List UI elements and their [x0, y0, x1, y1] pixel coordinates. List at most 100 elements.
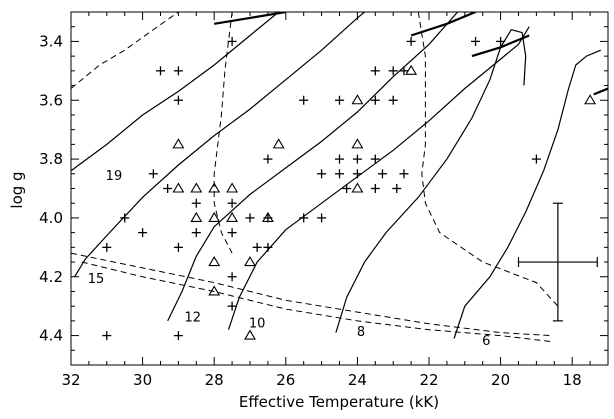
plus-marker [317, 213, 327, 223]
plus-marker [156, 66, 165, 76]
plus-marker [399, 66, 409, 76]
track-label-15: 15 [88, 272, 105, 287]
plus-marker [388, 66, 398, 76]
triangle-marker [190, 182, 203, 193]
triangle-marker [172, 182, 185, 193]
plus-marker [299, 213, 309, 223]
x-tick-label: 32 [61, 371, 80, 389]
plus-marker [317, 169, 327, 179]
plus-marker [148, 169, 158, 179]
x-tick-label: 28 [205, 371, 224, 389]
triangle-marker [208, 182, 221, 193]
plus-marker [399, 169, 409, 179]
track-12 [167, 12, 459, 322]
axis-tick-labels: 19 15 12 10 8 6 32 30 28 26 24 22 20 18 3.4 3.6 3.8 4.0 4.… [39, 32, 582, 389]
isochrone-line-0 [71, 12, 179, 89]
x-tick-label: 24 [348, 371, 367, 389]
plus-marker [471, 36, 481, 46]
track-8 [335, 29, 527, 333]
plus-marker [138, 228, 148, 238]
plus-marker [370, 184, 380, 193]
plus-marker [227, 198, 237, 208]
plus-marker [406, 36, 416, 46]
x-axis-label: Effective Temperature (kK) [239, 393, 439, 411]
plus-marker [163, 184, 173, 193]
triangle-marker [351, 94, 364, 105]
plus-marker [263, 242, 273, 252]
y-tick-label: 4.0 [39, 209, 63, 227]
plus-marker [531, 154, 541, 164]
plus-marker [227, 301, 237, 311]
plus-marker [173, 95, 183, 105]
track-label-19: 19 [106, 169, 123, 184]
x-tick-label: 20 [491, 371, 510, 389]
x-tick-label: 26 [276, 371, 295, 389]
upper-track-segment-1 [410, 12, 476, 37]
y-tick-label: 3.4 [39, 32, 63, 50]
track-19 [71, 12, 279, 172]
plus-marker [377, 169, 387, 179]
plus-marker [392, 184, 402, 193]
plus-marker [352, 169, 362, 179]
axis-ticks [70, 11, 609, 366]
plus-marker [335, 154, 344, 164]
plus-marker [191, 228, 201, 238]
plus-marker [227, 36, 237, 46]
triangle-marker [172, 138, 185, 149]
triangle-marker [208, 285, 221, 296]
triangle-marker [190, 211, 203, 222]
y-tick-label: 3.6 [39, 91, 63, 109]
triangle-marker [244, 255, 256, 267]
plus-marker [227, 228, 237, 238]
isochrone-line-4 [81, 261, 551, 342]
plus-marker [227, 272, 237, 282]
isochrone-line-2 [417, 12, 559, 307]
plus-marker [299, 95, 309, 105]
plus-marker [352, 154, 362, 164]
track-label-12: 12 [184, 310, 201, 325]
upper-track-segment-2 [471, 34, 530, 58]
triangle-marker [405, 64, 418, 75]
triangle-marker [226, 182, 239, 193]
y-axis-label: log g [8, 171, 26, 208]
upper-track-segment-0 [214, 12, 286, 25]
evolutionary-tracks [71, 12, 608, 339]
plus-marker [173, 242, 183, 252]
triangle-marker [584, 94, 597, 105]
plus-marker [102, 242, 112, 252]
triangle-marker [208, 255, 221, 267]
plus-marker [252, 242, 262, 252]
plus-marker [335, 95, 344, 105]
plus-marker [102, 331, 112, 341]
triangle-marker [261, 211, 274, 222]
plus-marker [263, 154, 273, 164]
plus-marker [173, 331, 183, 341]
track-label-8: 8 [357, 325, 365, 340]
plus-marker [335, 169, 344, 179]
track-label-6: 6 [482, 334, 490, 349]
data-points [102, 36, 597, 341]
x-tick-label: 18 [563, 371, 582, 389]
upper-track-segment-3 [593, 87, 608, 96]
plus-marker [496, 36, 506, 46]
plus-marker [120, 213, 130, 223]
isochrone-lines [71, 12, 559, 342]
x-tick-label: 22 [419, 371, 438, 389]
plus-marker [245, 213, 255, 223]
triangle-marker [226, 211, 239, 222]
plus-marker [370, 154, 380, 164]
track-15 [74, 12, 365, 278]
plus-marker [388, 95, 398, 105]
x-tick-label: 30 [133, 371, 152, 389]
triangle-marker [272, 138, 285, 149]
track-label-10: 10 [249, 316, 266, 331]
isochrone-line-3 [71, 252, 551, 337]
error-bar [517, 202, 598, 322]
plus-marker [370, 66, 380, 76]
triangle-marker [208, 211, 221, 222]
y-tick-label: 4.2 [39, 268, 63, 286]
y-tick-label: 4.4 [39, 327, 63, 345]
triangle-marker [351, 182, 364, 193]
